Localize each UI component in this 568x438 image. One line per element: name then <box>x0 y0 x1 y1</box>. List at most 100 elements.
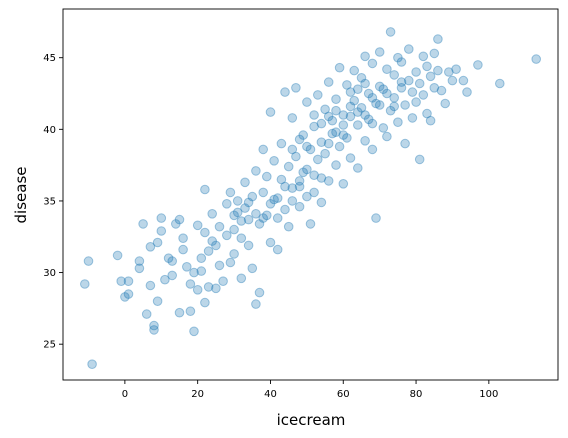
data-point <box>433 34 443 44</box>
data-point <box>429 83 440 93</box>
data-point <box>243 240 254 251</box>
data-point <box>203 282 214 292</box>
data-point <box>411 67 421 77</box>
data-point <box>356 73 367 83</box>
data-point <box>418 90 429 100</box>
data-point <box>203 246 214 256</box>
data-point <box>349 95 360 106</box>
points-layer <box>80 27 542 370</box>
data-point <box>167 256 177 266</box>
data-point <box>418 51 429 62</box>
data-point <box>323 176 334 186</box>
data-point <box>240 203 250 213</box>
data-point <box>262 171 272 182</box>
data-point <box>305 144 316 155</box>
data-point <box>396 57 407 67</box>
x-tick-label: 60 <box>337 389 350 400</box>
data-point <box>313 90 323 100</box>
x-axis-ticks: 0 20 40 60 80 100 <box>122 380 498 400</box>
data-point <box>327 128 338 139</box>
data-point <box>433 65 443 76</box>
data-point <box>323 138 334 149</box>
data-point <box>440 98 451 109</box>
data-point <box>316 137 327 147</box>
data-point <box>338 110 349 120</box>
data-point <box>458 75 469 86</box>
data-point <box>331 94 341 104</box>
data-point <box>287 144 298 155</box>
data-point <box>393 52 403 63</box>
data-point <box>174 307 185 318</box>
data-point <box>294 176 305 186</box>
data-point <box>309 170 319 180</box>
data-point <box>262 210 272 221</box>
data-point <box>236 216 247 226</box>
data-point <box>385 105 396 116</box>
x-tick-label: 100 <box>479 389 498 400</box>
data-point <box>298 167 309 178</box>
data-point <box>258 187 269 198</box>
data-point <box>287 113 298 123</box>
data-point <box>371 213 381 223</box>
data-point <box>291 83 301 93</box>
data-point <box>374 47 385 57</box>
data-point <box>178 233 188 243</box>
data-point <box>243 197 254 208</box>
data-point <box>436 85 447 96</box>
data-point <box>141 309 152 319</box>
data-point <box>363 114 374 125</box>
data-point <box>196 253 207 264</box>
data-point <box>396 83 407 93</box>
data-point <box>385 27 396 37</box>
y-tick-label: 40 <box>43 125 56 136</box>
data-point <box>211 240 221 251</box>
data-point <box>444 67 454 77</box>
data-point <box>272 244 283 255</box>
data-point <box>327 115 338 126</box>
data-point <box>374 81 385 92</box>
data-point <box>236 233 247 243</box>
data-point <box>313 154 323 165</box>
data-point <box>407 87 418 97</box>
data-point <box>345 153 356 163</box>
data-point <box>462 87 472 97</box>
data-point <box>258 213 269 223</box>
data-point <box>338 120 349 130</box>
data-point <box>138 219 148 229</box>
data-point <box>400 100 410 110</box>
data-point <box>265 107 276 117</box>
data-point <box>331 105 341 116</box>
data-point <box>342 133 352 143</box>
data-point <box>323 111 334 122</box>
data-point <box>407 113 418 123</box>
data-point <box>189 267 199 278</box>
data-point <box>192 220 203 231</box>
data-point <box>163 253 174 264</box>
data-point <box>160 274 170 285</box>
data-point <box>473 60 483 70</box>
data-point <box>302 141 312 152</box>
data-point <box>174 214 185 225</box>
data-point <box>305 219 316 229</box>
data-point <box>211 283 221 294</box>
data-point <box>240 177 250 188</box>
data-point <box>276 138 287 149</box>
data-point <box>378 84 389 94</box>
data-point <box>247 191 258 202</box>
data-point <box>495 78 505 89</box>
data-point <box>185 306 196 317</box>
data-point <box>294 134 305 145</box>
data-point <box>309 110 319 120</box>
data-point <box>360 110 370 120</box>
data-point <box>349 65 360 76</box>
data-point <box>276 174 287 185</box>
data-point <box>112 250 123 261</box>
data-point <box>345 87 356 97</box>
x-tick-label: 40 <box>264 389 277 400</box>
data-point <box>229 224 239 235</box>
data-point <box>447 75 458 86</box>
data-point <box>367 58 378 69</box>
data-point <box>393 117 403 127</box>
data-point <box>207 209 217 219</box>
